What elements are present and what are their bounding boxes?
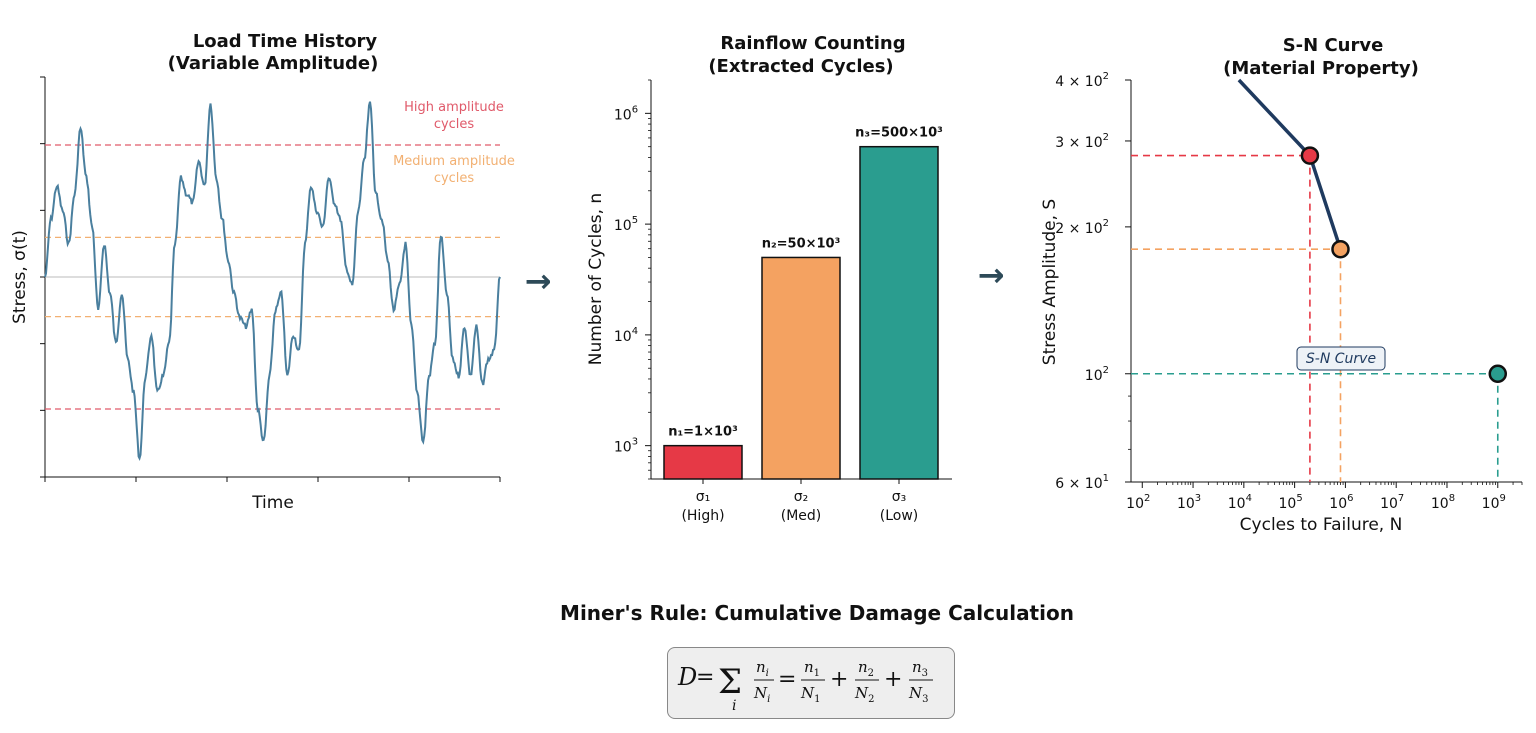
sn-y-tick-label: 2 × 102 [1055,218,1109,237]
svg-text:=: = [778,667,796,692]
sn-curve-label-box [1296,346,1386,371]
rainflow-category-label: (Med) [781,508,822,524]
miner-formula: D = Σ i ni Ni = n1 N1 + n2 N2 + n3 N3 [677,658,933,714]
stress-signal-line [44,101,501,462]
sn-point [1331,239,1350,259]
svg-text:D: D [677,663,697,691]
medium-amplitude-annotation-line1: Medium amplitude [393,154,515,169]
rainflow-category-label: (Low) [880,508,919,524]
sn-title-line1: S-N Curve [1283,35,1384,56]
rainflow-y-tick-label: 104 [614,326,638,345]
svg-text:Ni: Ni [753,684,770,705]
sn-title-line2: (Material Property) [1223,58,1419,79]
miner-formula-box: D = Σ i ni Ni = n1 N1 + n2 N2 + n3 N3 [667,647,955,719]
rainflow-title-line2: (Extracted Cycles) [708,56,893,77]
svg-text:n2: n2 [858,658,874,679]
svg-text:n3: n3 [912,658,928,679]
sn-y-label: Stress Amplitude, S [1040,199,1060,365]
svg-text:N3: N3 [908,684,929,705]
sn-curve-line [1237,78,1343,250]
medium-amplitude-annotation-line2: cycles [434,171,475,186]
svg-text:i: i [732,698,736,714]
load-plot [40,76,501,482]
load-title-line2: (Variable Amplitude) [168,53,379,74]
svg-text:n1: n1 [804,658,820,679]
sn-x-label: Cycles to Failure, N [1240,515,1403,535]
sn-x-tick-label: 107 [1380,493,1404,512]
svg-text:N2: N2 [854,684,875,705]
load-y-label: Stress, σ(t) [10,230,30,324]
sn-y-tick-label: 4 × 102 [1055,71,1109,90]
rainflow-y-tick-label: 106 [614,104,638,123]
rainflow-category-label: σ₁ [696,489,711,505]
sn-x-tick-label: 108 [1431,493,1455,512]
svg-text:+: + [830,667,848,692]
high-amplitude-annotation-line2: cycles [434,117,475,132]
rainflow-y-label: Number of Cycles, n [586,193,606,365]
high-amplitude-annotation-line1: High amplitude [404,100,504,115]
sn-x-tick-label: 103 [1177,493,1201,512]
sn-plot: 102 103 104 105 106 107 108 109 6 × 101 102 2 × 10… [1055,71,1523,512]
miner-title: Miner's Rule: Cumulative Damage Calculat… [560,601,1074,625]
sn-y-tick-label: 3 × 102 [1055,132,1109,151]
sn-point [1488,364,1508,384]
sn-panel: S-N Curve (Material Property) 102 103 104 1… [1040,35,1523,535]
svg-text:=: = [696,665,714,690]
sn-x-tick-label: 102 [1126,493,1150,512]
sn-x-tick-label: 104 [1228,493,1252,512]
rainflow-y-tick-label: 105 [614,215,638,234]
rainflow-y-tick-label: 103 [614,437,638,456]
rainflow-category-label: σ₂ [794,489,809,505]
rainflow-bar [859,145,939,480]
svg-text:N1: N1 [800,684,821,705]
sn-point [1300,146,1320,165]
load-title-line1: Load Time History [193,31,378,52]
rainflow-bar-label: n₁=1×10³ [668,425,738,440]
sn-y-tick-label: 102 [1085,365,1109,384]
rainflow-panel: Rainflow Counting (Extracted Cycles) 103… [586,33,952,524]
arrow-icon: → [978,256,1005,294]
sn-curve-label: S-N Curve [1306,351,1376,367]
load-panel: Load Time History (Variable Amplitude) H… [10,31,515,513]
rainflow-category-label: σ₃ [892,489,907,505]
svg-text:ni: ni [756,658,769,679]
rainflow-title-line1: Rainflow Counting [720,33,905,54]
rainflow-plot: 103 104 105 106 n₁=1×10³ σ₁ (High) n₂=50×10³ σ₂ (… [614,79,943,524]
sn-y-tick-label: 6 × 101 [1055,473,1109,492]
svg-text:+: + [884,667,902,692]
rainflow-category-label: (High) [681,508,724,524]
arrow-icon: → [525,262,552,300]
rainflow-bar [761,256,841,480]
rainflow-bar-label: n₃=500×10³ [855,126,943,141]
rainflow-bar-label: n₂=50×10³ [762,236,841,251]
sn-x-tick-label: 105 [1279,493,1303,512]
sn-x-tick-label: 106 [1329,493,1353,512]
rainflow-bar [663,444,743,480]
load-x-label: Time [251,493,294,513]
svg-text:Σ: Σ [718,662,742,702]
sn-x-tick-label: 109 [1482,493,1506,512]
